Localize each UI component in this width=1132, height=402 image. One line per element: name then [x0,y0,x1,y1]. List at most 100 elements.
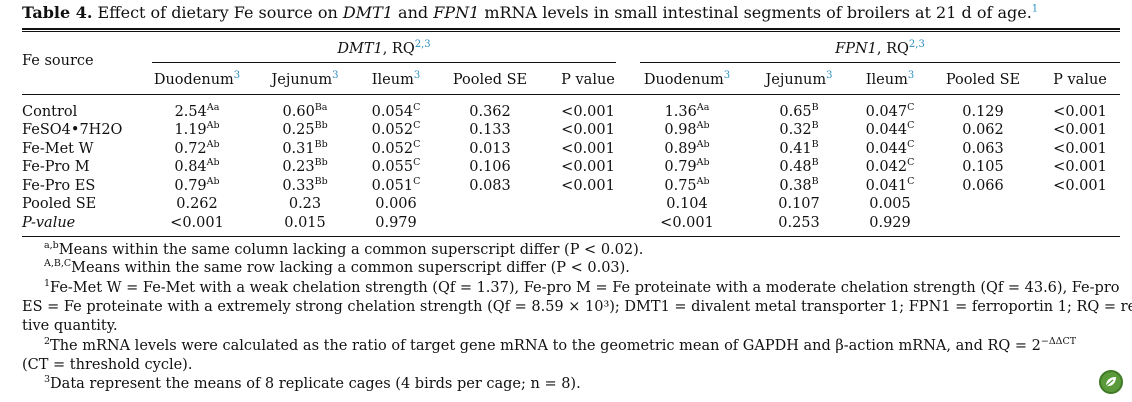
caption-gene-dmt1: DMT1 [342,3,393,22]
table-row: Pooled SE 0.262 0.23 0.006 0.104 0.107 0.005 [0,195,1132,213]
cell-superscript: B [811,102,819,114]
column-header-label: Jejunum [271,72,333,88]
cell-superscript: C [907,176,915,188]
cell-value: <0.001 [1053,104,1107,120]
cell-value: 0.72 [174,141,207,157]
column-header-footnote-link[interactable]: 3 [907,70,915,82]
column-header-footnote-link[interactable]: 3 [332,70,339,82]
column-header-label: P value [561,72,615,88]
caption-footnote-link[interactable]: 1 [1031,3,1039,15]
table-cell: 0.929 [869,214,911,232]
cell-value: 0.23 [288,196,322,212]
cell-value: 0.044 [865,141,908,157]
column-header-footnote-link[interactable]: 3 [233,70,241,82]
footnote-ABC-text: Means within the same row lacking a comm… [71,260,630,276]
table-cell: 0.066 [962,177,1004,195]
footnote-ab-marker: a,b [44,240,59,252]
table-cell: 0.006 [375,195,417,213]
row-label: FeSO4•7H2O [22,122,123,138]
table-cell: <0.001 [1053,121,1107,139]
cell-value: 0.133 [469,122,511,138]
cell-superscript: C [907,139,915,151]
table-cell: 0.23 [289,195,321,213]
table-row: FeSO4•7H2O 1.19Ab 0.25Bb 0.052C 0.133 <0.001 0… [0,121,1132,139]
column-header-label: Duodenum [153,72,234,88]
cell-superscript: Ab [696,120,710,132]
column-header-footnote-link[interactable]: 3 [723,70,731,82]
table-cell: 0.062 [962,121,1004,139]
leaf-logo-icon[interactable] [1099,370,1123,394]
caption-text: Effect of dietary Fe source on [92,3,343,22]
cell-value: 0.006 [375,196,417,212]
cell-superscript: Ab [206,176,220,188]
table-cell: <0.001 [1053,177,1107,195]
table-cell: 0.362 [469,103,511,121]
row-header-label: Fe source [22,53,94,69]
table-cell: 0.262 [176,195,218,213]
footnote-3-marker: 3 [44,374,51,386]
group-suffix: , RQ [382,41,415,57]
table-cell: <0.001 [561,177,615,195]
cell-superscript: B [811,139,819,151]
table-row: Fe-Pro ES 0.79Ab 0.33Bb 0.051C 0.083 <0.001 0.… [0,177,1132,195]
column-header-footnote-link[interactable]: 3 [413,70,421,82]
group-header-dmt1: DMT1, RQ2,3 [152,40,616,58]
table-cell: 0.052C [372,140,421,158]
footnote-2-line: The mRNA levels were calculated as the r… [50,338,1041,354]
cell-superscript: Ab [206,157,220,169]
cell-value: 0.60 [282,104,315,120]
row-label: Fe-Met W [22,141,94,157]
cell-value: 0.979 [375,215,417,231]
group-suffix: , RQ [876,41,909,57]
footnote-2-exponent: −ΔΔCT [1040,336,1077,348]
table-cell: 0.98Ab [664,121,709,139]
cell-value: 0.129 [962,104,1004,120]
table-cell: 0.65B [779,103,818,121]
footnote-3-text: Data represent the means of 8 replicate … [50,376,581,392]
group-header-fpn1: FPN1, RQ2,3 [640,40,1120,58]
cell-value: <0.001 [1053,178,1107,194]
table-cell: 0.005 [869,195,911,213]
table-cell: 0.84Ab [174,158,219,176]
footnote-ab: a,bMeans within the same column lacking … [44,241,643,259]
cell-superscript: C [907,120,915,132]
table-cell: 2.54Aa [175,103,220,121]
footnote-ABC-marker: A,B,C [44,258,72,270]
group-footnote-link[interactable]: 2,3 [908,39,925,51]
cell-superscript: B [811,157,819,169]
cell-value: 0.041 [865,178,908,194]
cell-value: 0.107 [778,196,820,212]
cell-superscript: Ab [696,176,710,188]
caption-gene-fpn1: FPN1 [433,3,480,22]
footnote-1: 1Fe-Met W = Fe-Met with a weak chelation… [44,279,1119,297]
table-cell: 0.107 [778,195,820,213]
column-header: Jejunum3 [765,71,832,89]
cell-value: <0.001 [660,215,714,231]
table-cell: 0.979 [375,214,417,232]
table-cell: 0.38B [779,177,818,195]
column-header: Duodenum3 [154,71,240,89]
column-header: Pooled SE [946,71,1020,89]
cell-value: 0.79 [174,178,207,194]
cell-value: <0.001 [561,178,615,194]
cell-value: 0.253 [778,215,820,231]
table-row: P-value <0.001 0.015 0.979 <0.001 0.253 0.929 [0,214,1132,232]
cell-value: 0.89 [664,141,697,157]
table-cell: 0.044C [866,121,915,139]
column-header-label: Pooled SE [452,72,528,88]
table-cell: <0.001 [170,214,224,232]
table-cell: <0.001 [1053,158,1107,176]
table-cell: 1.36Aa [665,103,710,121]
table-cell: <0.001 [561,103,615,121]
footnote-ABC: A,B,CMeans within the same row lacking a… [44,259,630,277]
cell-superscript: C [413,139,421,151]
column-header-label: P value [1053,72,1107,88]
cell-value: 0.015 [284,215,326,231]
table-cell: 0.133 [469,121,511,139]
footnote-1-cont: tive quantity. [22,318,118,334]
table-row: Control 2.54Aa 0.60Ba 0.054C 0.362 <0.001 1.36… [0,103,1132,121]
group-footnote-link[interactable]: 2,3 [414,39,431,51]
column-header-footnote-link[interactable]: 3 [826,70,833,82]
cell-value: 0.31 [282,141,315,157]
cell-value: 0.65 [779,104,812,120]
